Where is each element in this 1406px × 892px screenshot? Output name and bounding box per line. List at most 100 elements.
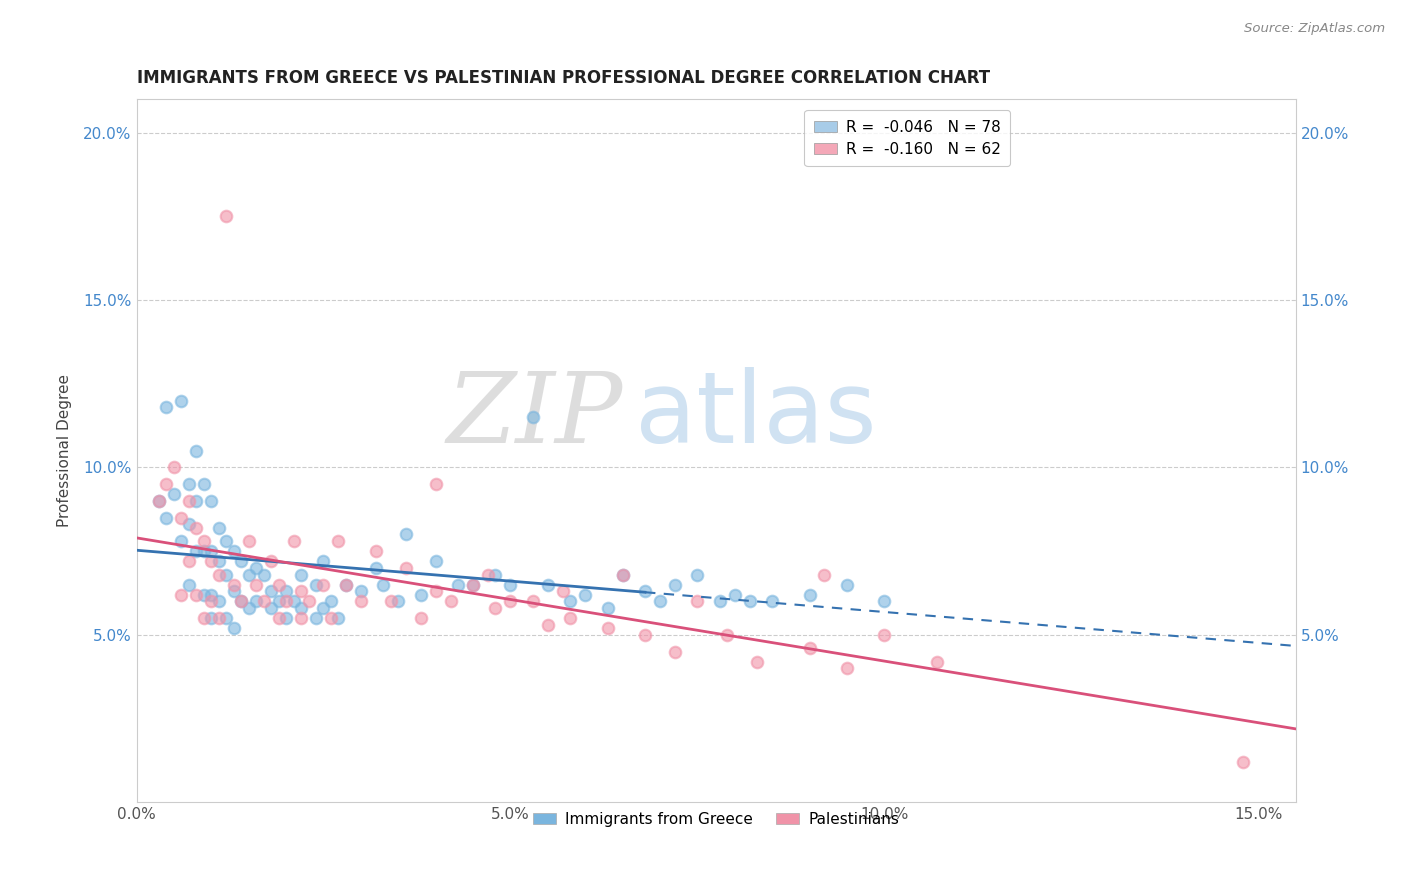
Point	[238, 601, 260, 615]
Point	[186, 588, 208, 602]
Point	[312, 577, 335, 591]
Point	[799, 641, 821, 656]
Point	[335, 577, 357, 591]
Point	[634, 584, 657, 599]
Point	[425, 477, 447, 491]
Point	[522, 410, 544, 425]
Point	[155, 510, 177, 524]
Point	[170, 588, 193, 602]
Point	[395, 561, 418, 575]
Point	[177, 477, 200, 491]
Point	[200, 594, 222, 608]
Point	[274, 611, 297, 625]
Point	[274, 594, 297, 608]
Point	[274, 584, 297, 599]
Text: IMMIGRANTS FROM GREECE VS PALESTINIAN PROFESSIONAL DEGREE CORRELATION CHART: IMMIGRANTS FROM GREECE VS PALESTINIAN PR…	[136, 69, 990, 87]
Point	[193, 611, 215, 625]
Point	[409, 588, 432, 602]
Point	[425, 554, 447, 568]
Point	[238, 534, 260, 549]
Point	[686, 567, 709, 582]
Point	[208, 521, 231, 535]
Point	[170, 393, 193, 408]
Point	[364, 544, 387, 558]
Point	[574, 588, 596, 602]
Point	[319, 611, 342, 625]
Point	[335, 577, 357, 591]
Point	[177, 517, 200, 532]
Point	[283, 594, 305, 608]
Point	[267, 594, 290, 608]
Point	[380, 594, 402, 608]
Point	[245, 594, 267, 608]
Point	[163, 487, 186, 501]
Point	[522, 594, 544, 608]
Point	[328, 534, 350, 549]
Point	[222, 621, 245, 635]
Y-axis label: Professional Degree: Professional Degree	[58, 375, 72, 527]
Point	[200, 494, 222, 508]
Point	[305, 577, 328, 591]
Point	[499, 594, 522, 608]
Point	[222, 577, 245, 591]
Point	[290, 601, 312, 615]
Point	[612, 567, 634, 582]
Point	[484, 567, 506, 582]
Point	[170, 534, 193, 549]
Point	[200, 544, 222, 558]
Point	[738, 594, 761, 608]
Text: ZIP: ZIP	[447, 368, 623, 463]
Point	[709, 594, 731, 608]
Point	[761, 594, 783, 608]
Point	[873, 628, 896, 642]
Point	[290, 567, 312, 582]
Point	[267, 611, 290, 625]
Point	[364, 561, 387, 575]
Point	[231, 554, 253, 568]
Point	[477, 567, 499, 582]
Point	[186, 521, 208, 535]
Point	[312, 554, 335, 568]
Point	[148, 494, 170, 508]
Point	[596, 601, 619, 615]
Point	[447, 577, 470, 591]
Point	[305, 611, 328, 625]
Point	[634, 628, 657, 642]
Point	[253, 594, 276, 608]
Point	[873, 594, 896, 608]
Point	[439, 594, 461, 608]
Point	[799, 588, 821, 602]
Point	[267, 577, 290, 591]
Point	[290, 584, 312, 599]
Point	[245, 561, 267, 575]
Point	[215, 567, 238, 582]
Point	[238, 567, 260, 582]
Point	[1232, 755, 1254, 769]
Point	[387, 594, 409, 608]
Point	[813, 567, 835, 582]
Point	[155, 477, 177, 491]
Point	[148, 494, 170, 508]
Point	[319, 594, 342, 608]
Point	[747, 655, 769, 669]
Point	[200, 588, 222, 602]
Point	[328, 611, 350, 625]
Point	[231, 594, 253, 608]
Point	[177, 577, 200, 591]
Point	[215, 611, 238, 625]
Point	[297, 594, 319, 608]
Text: atlas: atlas	[636, 368, 876, 464]
Point	[664, 644, 686, 658]
Point	[537, 577, 560, 591]
Point	[200, 554, 222, 568]
Point	[208, 594, 231, 608]
Point	[170, 510, 193, 524]
Point	[395, 527, 418, 541]
Point	[186, 544, 208, 558]
Point	[560, 611, 582, 625]
Point	[200, 611, 222, 625]
Point	[193, 477, 215, 491]
Point	[350, 594, 373, 608]
Point	[835, 661, 858, 675]
Point	[260, 554, 283, 568]
